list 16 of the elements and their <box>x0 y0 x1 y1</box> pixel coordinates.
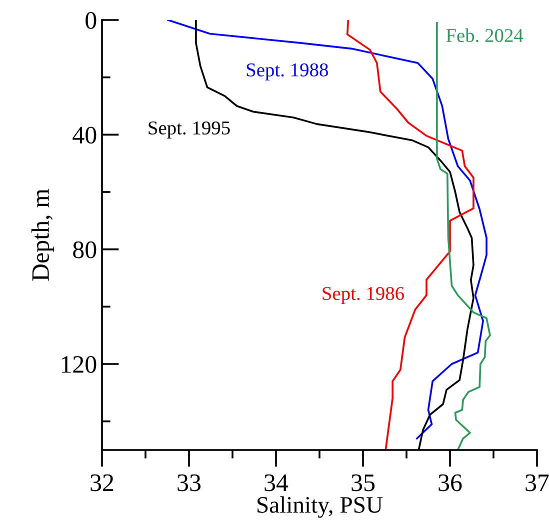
legend-label: Sept. 1995 <box>148 121 230 138</box>
y-tick-label: 0 <box>86 12 96 29</box>
x-tick-label: 37 <box>526 474 549 492</box>
x-tick-label: 32 <box>90 474 114 492</box>
x-tick-label: 33 <box>178 474 201 492</box>
series-label: Sept. 1986 <box>322 286 404 304</box>
series-label: Feb. 2024 <box>446 28 524 42</box>
x-tick-label: 36 <box>438 474 462 492</box>
y-tick-label: 120 <box>62 356 96 373</box>
x-tick-label: 34 <box>264 474 288 492</box>
y-tick-label: 40 <box>72 126 96 144</box>
x-axis-title: Salinity, PSU <box>258 496 383 518</box>
y-tick-label: 80 <box>73 241 96 258</box>
x-tick-label: 35 <box>352 474 375 492</box>
y-axis-title: Depth, m <box>31 188 54 281</box>
series-label: Sept. 1988 <box>246 63 328 80</box>
